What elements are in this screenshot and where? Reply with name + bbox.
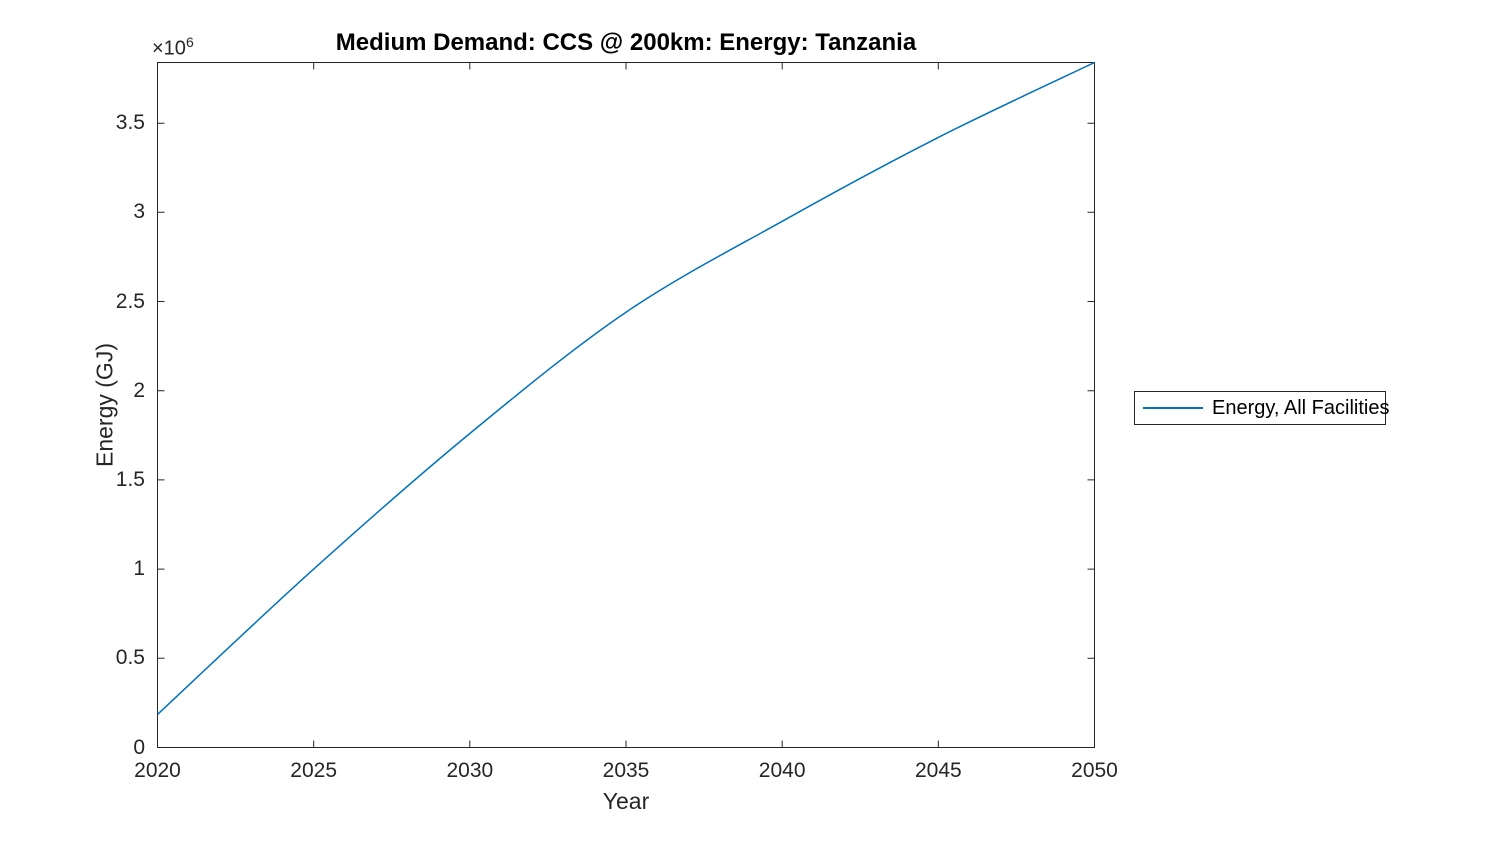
legend-line-sample — [1143, 407, 1203, 409]
legend-item-label: Energy, All Facilities — [1212, 396, 1390, 419]
y-tick-label: 1 — [133, 557, 145, 581]
x-tick-label: 2020 — [134, 759, 181, 782]
series-line-energy — [157, 62, 1095, 716]
y-tick-label: 3 — [133, 200, 145, 224]
y-tick-label: 0.5 — [115, 646, 145, 670]
x-axis-label: Year — [602, 788, 650, 814]
y-tick-label: 0 — [133, 735, 145, 759]
y-tick-label: 2.5 — [115, 289, 145, 313]
x-tick-label: 2035 — [602, 759, 650, 782]
x-tick-label: 2040 — [758, 759, 806, 782]
y-tick-label: 1.5 — [115, 467, 145, 491]
y-axis-exponent-power: 6 — [185, 34, 194, 50]
legend: Energy, All Facilities — [1134, 391, 1390, 425]
y-axis-exponent-prefix: ×10 — [152, 37, 186, 60]
y-axis-label: Energy (GJ) — [91, 343, 118, 467]
tick-marks — [157, 62, 1095, 748]
x-tick-label: 2030 — [446, 759, 494, 782]
axes-box — [157, 62, 1095, 748]
x-tick-label: 2025 — [290, 759, 338, 782]
x-tick-label: 2045 — [914, 759, 962, 782]
plot-area — [157, 62, 1095, 748]
y-tick-label: 3.5 — [115, 111, 145, 135]
y-tick-label: 2 — [133, 378, 145, 402]
y-axis-exponent: ×106 — [152, 34, 194, 61]
x-tick-label: 2050 — [1071, 759, 1118, 782]
chart-title: Medium Demand: CCS @ 200km: Energy: Tanz… — [335, 29, 917, 56]
